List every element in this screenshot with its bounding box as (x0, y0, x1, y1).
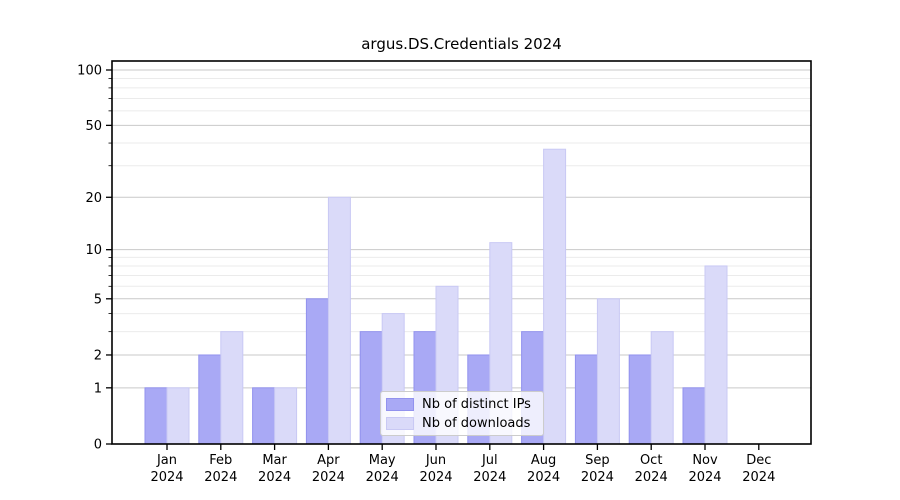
bar-downloads-Apr (327, 196, 351, 445)
x-tick-label-year: 2024 (527, 470, 560, 485)
chart-title: argus.DS.Credentials 2024 (361, 35, 562, 53)
x-tick-label-month: May (369, 453, 396, 468)
x-tick-label-year: 2024 (635, 470, 668, 485)
x-tick-label-month: Sep (585, 453, 610, 468)
legend-swatch-downloads (386, 416, 414, 430)
x-tick-label-month: Oct (640, 453, 662, 468)
x-tick-label-year: 2024 (150, 470, 183, 485)
y-tick-label: 100 (77, 64, 102, 79)
x-tick-label-year: 2024 (258, 470, 291, 485)
legend: Nb of distinct IPs Nb of downloads (380, 391, 544, 436)
bar-downloads-Mar (274, 387, 298, 445)
bar-downloads-Jan (166, 387, 190, 445)
x-tick-label-year: 2024 (688, 470, 721, 485)
bar-downloads-Sep (596, 298, 620, 445)
x-tick-label-year: 2024 (581, 470, 614, 485)
x-tick-label-year: 2024 (312, 470, 345, 485)
bar-distinct-ips-Mar (252, 387, 276, 445)
x-tick-label-month: Jun (425, 453, 446, 468)
x-tick-label-month: Nov (692, 453, 718, 468)
legend-label-distinct-ips: Nb of distinct IPs (422, 396, 531, 412)
legend-swatch-distinct-ips (386, 397, 414, 411)
bar-distinct-ips-Oct (628, 354, 652, 445)
legend-entry-downloads: Nb of downloads (386, 416, 543, 431)
x-tick-label-year: 2024 (419, 470, 452, 485)
x-tick-label-year: 2024 (204, 470, 237, 485)
y-tick-label: 0 (94, 438, 102, 453)
x-tick-label-month: Apr (317, 453, 340, 468)
y-tick-label: 1 (94, 381, 102, 396)
y-tick-label: 10 (85, 243, 102, 258)
y-tick-label: 2 (94, 348, 102, 363)
bar-distinct-ips-Feb (198, 354, 222, 445)
y-tick-label: 5 (94, 292, 102, 307)
bar-downloads-Aug (543, 148, 567, 445)
bar-downloads-Feb (220, 331, 244, 445)
x-tick-label-month: Dec (746, 453, 771, 468)
bar-downloads-Oct (650, 331, 674, 445)
x-tick-label-month: Jul (481, 453, 498, 468)
bar-distinct-ips-May (359, 331, 383, 445)
legend-entry-distinct-ips: Nb of distinct IPs (386, 397, 543, 412)
x-tick-label-year: 2024 (366, 470, 399, 485)
bar-distinct-ips-Sep (574, 354, 598, 445)
x-tick-label-year: 2024 (473, 470, 506, 485)
legend-label-downloads: Nb of downloads (422, 415, 531, 431)
y-tick-label: 50 (85, 119, 102, 134)
plot-frame (111, 60, 812, 445)
x-tick-label-year: 2024 (742, 470, 775, 485)
bar-distinct-ips-Jan (144, 387, 168, 445)
x-tick-label-month: Aug (531, 453, 556, 468)
x-tick-label-month: Jan (156, 453, 177, 468)
x-tick-label-month: Feb (209, 453, 232, 468)
y-tick-label: 20 (85, 191, 102, 206)
bar-distinct-ips-Nov (682, 387, 706, 445)
bar-downloads-Nov (704, 265, 728, 445)
x-tick-label-month: Mar (262, 453, 287, 468)
bar-distinct-ips-Apr (305, 298, 329, 445)
